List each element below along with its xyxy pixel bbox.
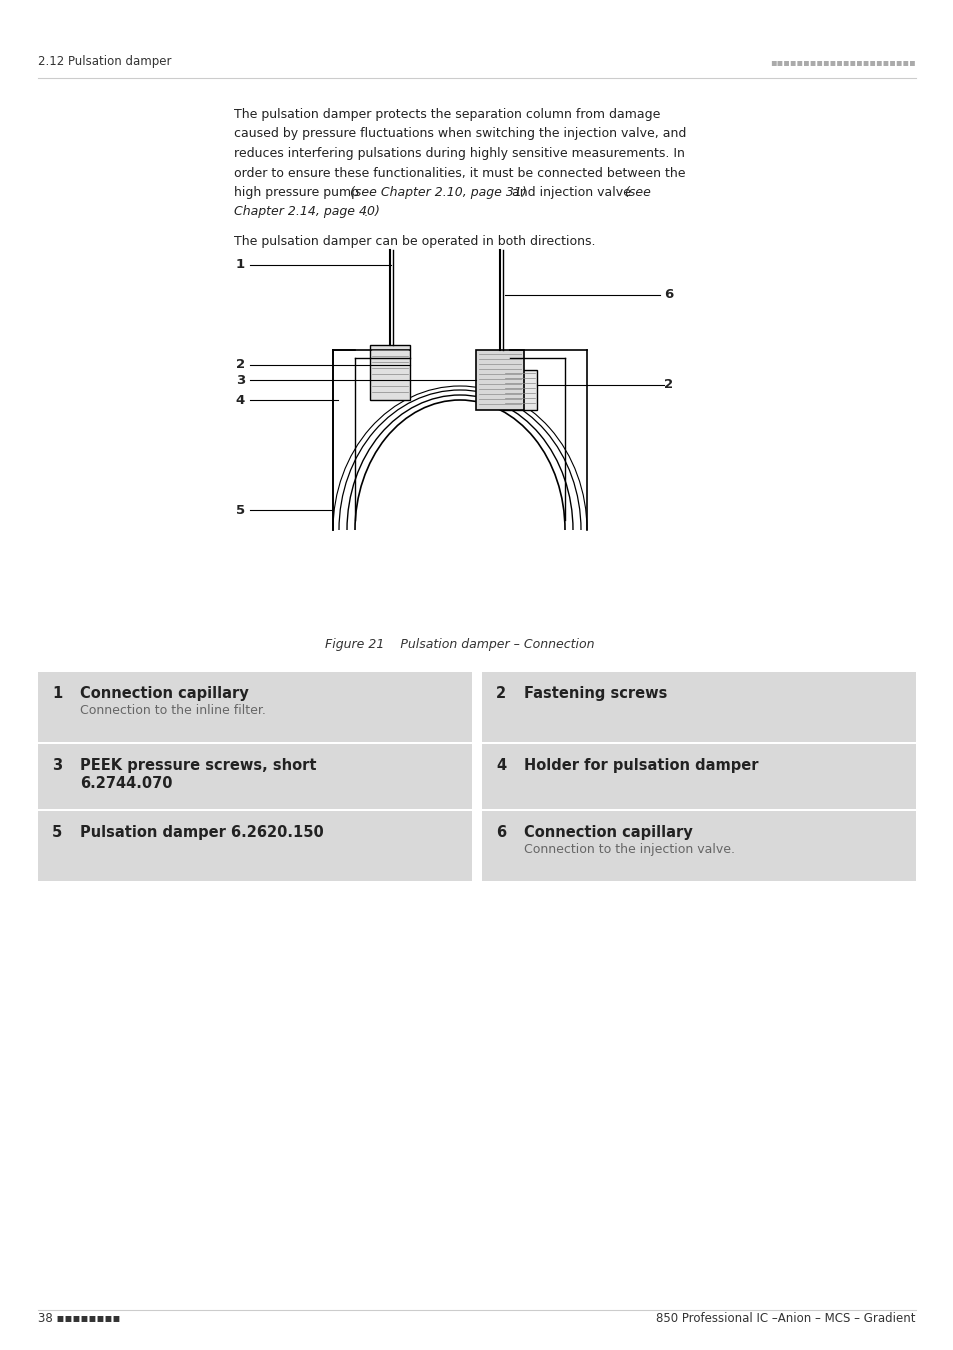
Text: 850 Professional IC –Anion – MCS – Gradient: 850 Professional IC –Anion – MCS – Gradi…: [656, 1311, 915, 1324]
Text: PEEK pressure screws, short: PEEK pressure screws, short: [80, 757, 316, 774]
Text: 6: 6: [663, 289, 673, 301]
Text: The pulsation damper can be operated in both directions.: The pulsation damper can be operated in …: [233, 235, 595, 248]
Bar: [370, 346, 410, 400]
Text: Holder for pulsation damper: Holder for pulsation damper: [523, 757, 758, 774]
Text: 4: 4: [496, 757, 506, 774]
FancyBboxPatch shape: [38, 744, 472, 809]
Text: 2: 2: [235, 359, 245, 371]
FancyBboxPatch shape: [38, 672, 472, 742]
Text: Fastening screws: Fastening screws: [523, 686, 667, 701]
Text: 3: 3: [235, 374, 245, 386]
Text: 2: 2: [496, 686, 506, 701]
FancyBboxPatch shape: [481, 811, 915, 882]
Text: 2: 2: [663, 378, 673, 392]
Text: Chapter 2.14, page 40): Chapter 2.14, page 40): [233, 205, 379, 219]
FancyBboxPatch shape: [481, 744, 915, 809]
Text: Figure 21    Pulsation damper – Connection: Figure 21 Pulsation damper – Connection: [325, 639, 594, 651]
Text: 2.12 Pulsation damper: 2.12 Pulsation damper: [38, 55, 172, 69]
Text: reduces interfering pulsations during highly sensitive measurements. In: reduces interfering pulsations during hi…: [233, 147, 684, 161]
Text: Connection capillary: Connection capillary: [523, 825, 692, 840]
Text: caused by pressure fluctuations when switching the injection valve, and: caused by pressure fluctuations when swi…: [233, 127, 685, 140]
Text: Connection to the inline filter.: Connection to the inline filter.: [80, 703, 266, 717]
Text: 5: 5: [52, 825, 62, 840]
Text: order to ensure these functionalities, it must be connected between the: order to ensure these functionalities, i…: [233, 166, 685, 180]
Text: 6.2744.070: 6.2744.070: [80, 776, 172, 791]
Text: The pulsation damper protects the separation column from damage: The pulsation damper protects the separa…: [233, 108, 659, 122]
FancyBboxPatch shape: [38, 811, 472, 882]
Text: 1: 1: [52, 686, 62, 701]
Text: 6: 6: [496, 825, 506, 840]
Text: .: .: [364, 205, 368, 219]
Bar: [502, 370, 537, 410]
Text: high pressure pump: high pressure pump: [233, 186, 363, 198]
FancyBboxPatch shape: [481, 672, 915, 742]
Text: and injection valve: and injection valve: [507, 186, 634, 198]
Text: Pulsation damper 6.2620.150: Pulsation damper 6.2620.150: [80, 825, 323, 840]
Bar: [476, 350, 523, 410]
Text: (see Chapter 2.10, page 31): (see Chapter 2.10, page 31): [350, 186, 526, 198]
Text: 1: 1: [235, 258, 245, 271]
Text: 38 ▪▪▪▪▪▪▪▪: 38 ▪▪▪▪▪▪▪▪: [38, 1311, 120, 1324]
Text: ▪▪▪▪▪▪▪▪▪▪▪▪▪▪▪▪▪▪▪▪▪▪: ▪▪▪▪▪▪▪▪▪▪▪▪▪▪▪▪▪▪▪▪▪▪: [769, 57, 915, 68]
Text: 3: 3: [52, 757, 62, 774]
Text: 5: 5: [235, 504, 245, 517]
Text: (see: (see: [623, 186, 650, 198]
Text: 4: 4: [235, 393, 245, 406]
Text: Connection capillary: Connection capillary: [80, 686, 249, 701]
Text: Connection to the injection valve.: Connection to the injection valve.: [523, 842, 734, 856]
